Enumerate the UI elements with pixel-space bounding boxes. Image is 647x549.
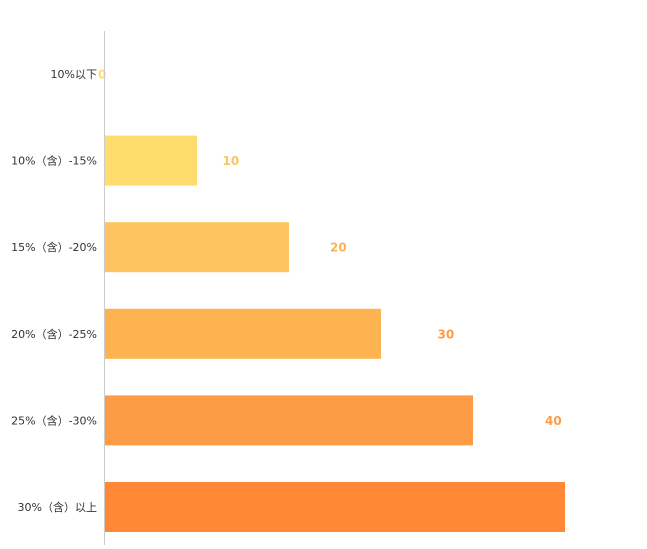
bar: [105, 395, 473, 446]
data-label: 20: [330, 241, 347, 255]
data-label: 0: [98, 68, 106, 82]
bar: [105, 482, 565, 532]
bar: [105, 308, 381, 359]
category-label: 10%（含）-15%: [11, 154, 97, 168]
category-label: 25%（含）-30%: [11, 413, 97, 427]
bar: [105, 135, 197, 186]
data-label: 10: [223, 154, 240, 168]
bar: [105, 222, 289, 273]
data-label: 30: [438, 327, 455, 341]
category-label: 20%（含）-25%: [11, 327, 97, 341]
data-label: 40: [545, 414, 562, 428]
category-label: 30%（含）以上: [18, 500, 97, 514]
category-label: 10%以下: [51, 68, 97, 81]
category-label: 15%（含）-20%: [11, 240, 97, 254]
